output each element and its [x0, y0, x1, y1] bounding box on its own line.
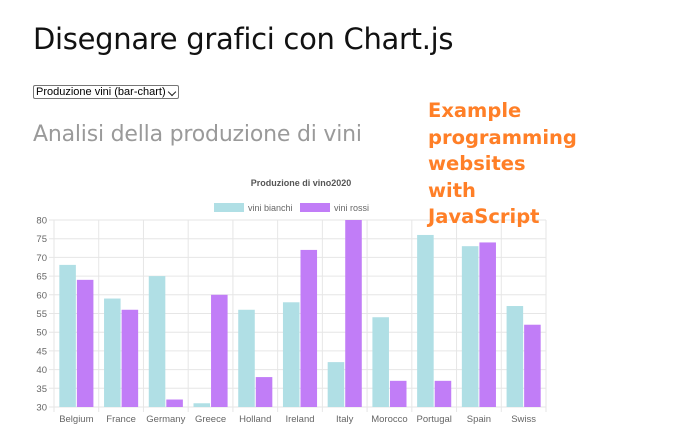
bar-vini-rossi-holland[interactable]	[255, 377, 273, 407]
bar-vini-bianchi-portugal[interactable]	[417, 234, 434, 407]
y-tick-label: 35	[36, 384, 47, 395]
x-tick-label: Spain	[467, 414, 491, 425]
bar-vini-bianchi-belgium[interactable]	[59, 264, 76, 407]
chart-type-select-value: Produzione vini (bar-chart)	[36, 86, 166, 98]
y-tick-label: 40	[36, 365, 47, 376]
bar-vini-bianchi-spain[interactable]	[461, 246, 479, 407]
y-tick-label: 75	[36, 234, 47, 245]
y-tick-label: 50	[36, 328, 47, 339]
y-axis-labels: 80 75 70 65 60 55 50 45 40 35 30	[36, 216, 47, 414]
overlay-line: JavaScript	[428, 205, 540, 228]
y-tick-label: 30	[36, 403, 47, 414]
bar-vini-bianchi-italy[interactable]	[327, 362, 345, 407]
chart-legend: vini bianchi vini rossi	[214, 203, 369, 213]
bar-vini-rossi-ireland[interactable]	[300, 249, 318, 407]
y-tick-label: 55	[36, 309, 47, 320]
legend-swatch[interactable]	[214, 203, 244, 212]
y-tick-label: 60	[36, 290, 47, 301]
overlay-line: programming	[428, 125, 577, 149]
x-tick-label: Portugal	[416, 414, 451, 425]
x-tick-label: Greece	[195, 414, 226, 425]
bar-vini-bianchi-ireland[interactable]	[282, 302, 300, 407]
section-title: Analisi della produzione di vini	[33, 122, 362, 147]
y-tick-label: 45	[36, 346, 47, 357]
x-tick-label: Morocco	[371, 414, 407, 425]
bar-vini-rossi-belgium[interactable]	[76, 279, 94, 407]
bar-vini-bianchi-france[interactable]	[104, 298, 121, 407]
bar-vini-bianchi-morocco[interactable]	[372, 317, 389, 407]
legend-label[interactable]: vini rossi	[334, 203, 369, 213]
bar-vini-rossi-germany[interactable]	[166, 399, 183, 407]
bar-vini-rossi-france[interactable]	[121, 309, 139, 407]
x-tick-label: Swiss	[511, 414, 536, 425]
x-tick-label: Ireland	[285, 414, 314, 425]
x-tick-label: France	[106, 414, 136, 425]
x-axis-labels: Belgium France Germany Greece Holland Ireland…	[59, 414, 536, 425]
y-tick-label: 80	[36, 216, 47, 227]
bar-vini-rossi-swiss[interactable]	[524, 324, 541, 407]
x-tick-label: Belgium	[59, 414, 93, 425]
page-title: Disegnare grafici con Chart.js	[33, 22, 454, 56]
bar-vini-rossi-morocco[interactable]	[389, 380, 407, 407]
bar-vini-bianchi-germany[interactable]	[148, 276, 166, 407]
x-tick-label: Germany	[146, 414, 185, 425]
overlay-line: Example	[428, 99, 522, 122]
overlay-caption: Example programming websites with JavaSc…	[428, 98, 678, 231]
chart-bars	[59, 220, 541, 407]
y-tick-label: 65	[36, 272, 47, 283]
bar-vini-bianchi-holland[interactable]	[238, 309, 255, 407]
legend-label[interactable]: vini bianchi	[248, 203, 293, 213]
overlay-line: websites	[428, 152, 526, 175]
bar-vini-rossi-spain[interactable]	[479, 242, 496, 407]
overlay-line: with	[428, 178, 476, 202]
bar-vini-bianchi-swiss[interactable]	[506, 306, 524, 407]
y-tick-label: 70	[36, 253, 47, 264]
bar-vini-bianchi-greece[interactable]	[193, 403, 211, 407]
chart-title: Produzione di vino2020	[251, 178, 352, 188]
bar-vini-rossi-italy[interactable]	[345, 220, 362, 407]
bar-vini-rossi-portugal[interactable]	[434, 380, 452, 407]
x-tick-label: Holland	[239, 414, 271, 425]
chart-type-select[interactable]: Produzione vini (bar-chart)	[33, 85, 179, 99]
bar-vini-rossi-greece[interactable]	[211, 294, 228, 407]
legend-swatch[interactable]	[300, 203, 330, 212]
x-tick-label: Italy	[336, 414, 354, 425]
